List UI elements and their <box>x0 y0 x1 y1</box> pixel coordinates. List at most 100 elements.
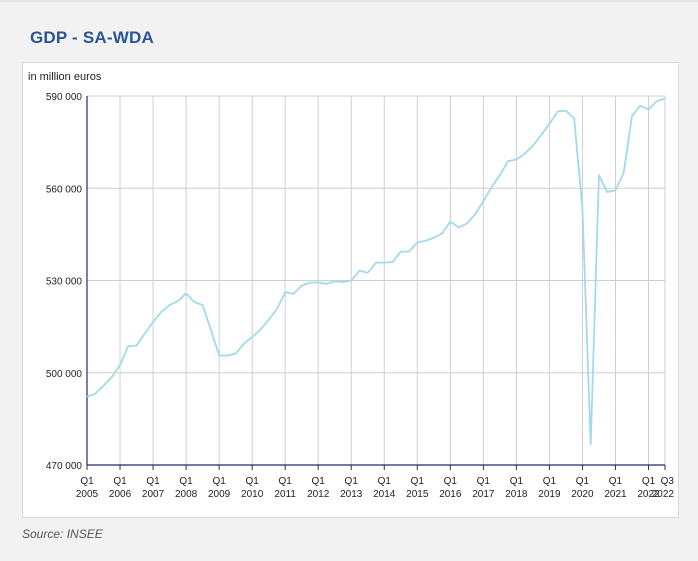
x-tick-year: 2008 <box>175 489 198 500</box>
x-tick-quarter: Q1 <box>543 476 557 487</box>
data-point <box>309 281 312 284</box>
x-tick-year: 2018 <box>505 489 528 500</box>
x-tick-quarter: Q1 <box>80 476 94 487</box>
data-point <box>201 304 204 307</box>
data-point <box>127 345 130 348</box>
data-point <box>160 311 163 314</box>
x-tick-year: 2022 <box>637 489 660 500</box>
data-point <box>416 241 419 244</box>
x-tick-year: 2006 <box>109 489 132 500</box>
data-point <box>358 269 361 272</box>
data-point <box>490 186 493 189</box>
data-point <box>449 220 452 223</box>
y-tick-label: 500 000 <box>46 369 83 380</box>
data-point <box>110 376 113 379</box>
y-tick-label: 470 000 <box>46 461 83 472</box>
data-point <box>408 250 411 253</box>
data-point <box>168 304 171 307</box>
x-tick-quarter: Q1 <box>444 476 458 487</box>
data-point <box>243 342 246 345</box>
y-axis-unit-label: in million euros <box>28 71 102 83</box>
data-point <box>292 292 295 295</box>
data-point <box>482 200 485 203</box>
data-point <box>565 109 568 112</box>
data-point <box>267 319 270 322</box>
data-point <box>532 145 535 148</box>
data-point <box>325 283 328 286</box>
data-point <box>441 232 444 235</box>
data-point <box>655 100 658 103</box>
data-point <box>259 328 262 331</box>
data-point <box>333 280 336 283</box>
data-point <box>226 354 229 357</box>
x-tick-quarter: Q1 <box>411 476 425 487</box>
data-point <box>218 354 221 357</box>
data-point <box>556 110 559 113</box>
data-point <box>515 158 518 161</box>
data-point <box>144 332 147 335</box>
x-tick-quarter: Q1 <box>146 476 160 487</box>
x-tick-quarter: Q1 <box>345 476 359 487</box>
x-tick-year: 2022 <box>652 489 675 500</box>
data-point <box>606 191 609 194</box>
data-point <box>300 284 303 287</box>
series-layer <box>86 97 667 446</box>
data-point <box>399 250 402 253</box>
data-point <box>589 443 592 446</box>
data-point <box>366 272 369 275</box>
x-tick-year: 2013 <box>340 489 363 500</box>
data-point <box>86 395 89 398</box>
x-tick-quarter: Q1 <box>278 476 292 487</box>
data-point <box>433 236 436 239</box>
x-tick-year: 2019 <box>538 489 561 500</box>
x-tick-quarter: Q1 <box>510 476 524 487</box>
x-tick-year: 2007 <box>142 489 165 500</box>
data-point <box>540 134 543 137</box>
x-tick-quarter: Q1 <box>609 476 623 487</box>
y-tick-label: 530 000 <box>46 277 83 288</box>
data-point <box>507 160 510 163</box>
x-tick-quarter: Q3 <box>661 476 675 487</box>
page-title: GDP - SA-WDA <box>30 28 154 47</box>
x-tick-year: 2016 <box>439 489 462 500</box>
data-point <box>548 123 551 126</box>
data-point <box>474 213 477 216</box>
data-point <box>383 261 386 264</box>
data-point <box>647 108 650 111</box>
x-tick-quarter: Q1 <box>113 476 127 487</box>
data-point <box>135 344 138 347</box>
data-point <box>581 207 584 210</box>
source-note: Source: INSEE <box>22 527 103 541</box>
chart-panel <box>22 62 679 518</box>
x-tick-year: 2015 <box>406 489 429 500</box>
data-point <box>424 240 427 243</box>
data-point <box>276 308 279 311</box>
data-point <box>152 321 155 324</box>
data-point <box>631 115 634 118</box>
data-point <box>234 352 237 355</box>
x-tick-quarter: Q1 <box>179 476 193 487</box>
axes <box>86 96 666 470</box>
x-tick-quarter: Q1 <box>378 476 392 487</box>
x-tick-quarter: Q1 <box>576 476 590 487</box>
tick-labels: 470 000 500 000 530 000 560 000 590 000 Q1 200… <box>46 92 675 500</box>
x-tick-quarter: Q1 <box>642 476 656 487</box>
x-tick-year: 2017 <box>472 489 495 500</box>
top-divider <box>0 0 698 2</box>
data-point <box>251 336 254 339</box>
x-tick-year: 2012 <box>307 489 330 500</box>
data-point <box>119 364 122 367</box>
data-point <box>664 97 667 100</box>
data-point <box>466 222 469 225</box>
data-point <box>342 281 345 284</box>
x-tick-year: 2009 <box>208 489 231 500</box>
x-tick-year: 2020 <box>571 489 594 500</box>
data-point <box>350 279 353 282</box>
data-point <box>457 226 460 229</box>
x-tick-year: 2011 <box>274 489 296 500</box>
data-point <box>94 392 97 395</box>
data-point <box>375 261 378 264</box>
data-point <box>317 281 320 284</box>
x-tick-year: 2005 <box>76 489 99 500</box>
y-tick-label: 590 000 <box>46 92 83 103</box>
